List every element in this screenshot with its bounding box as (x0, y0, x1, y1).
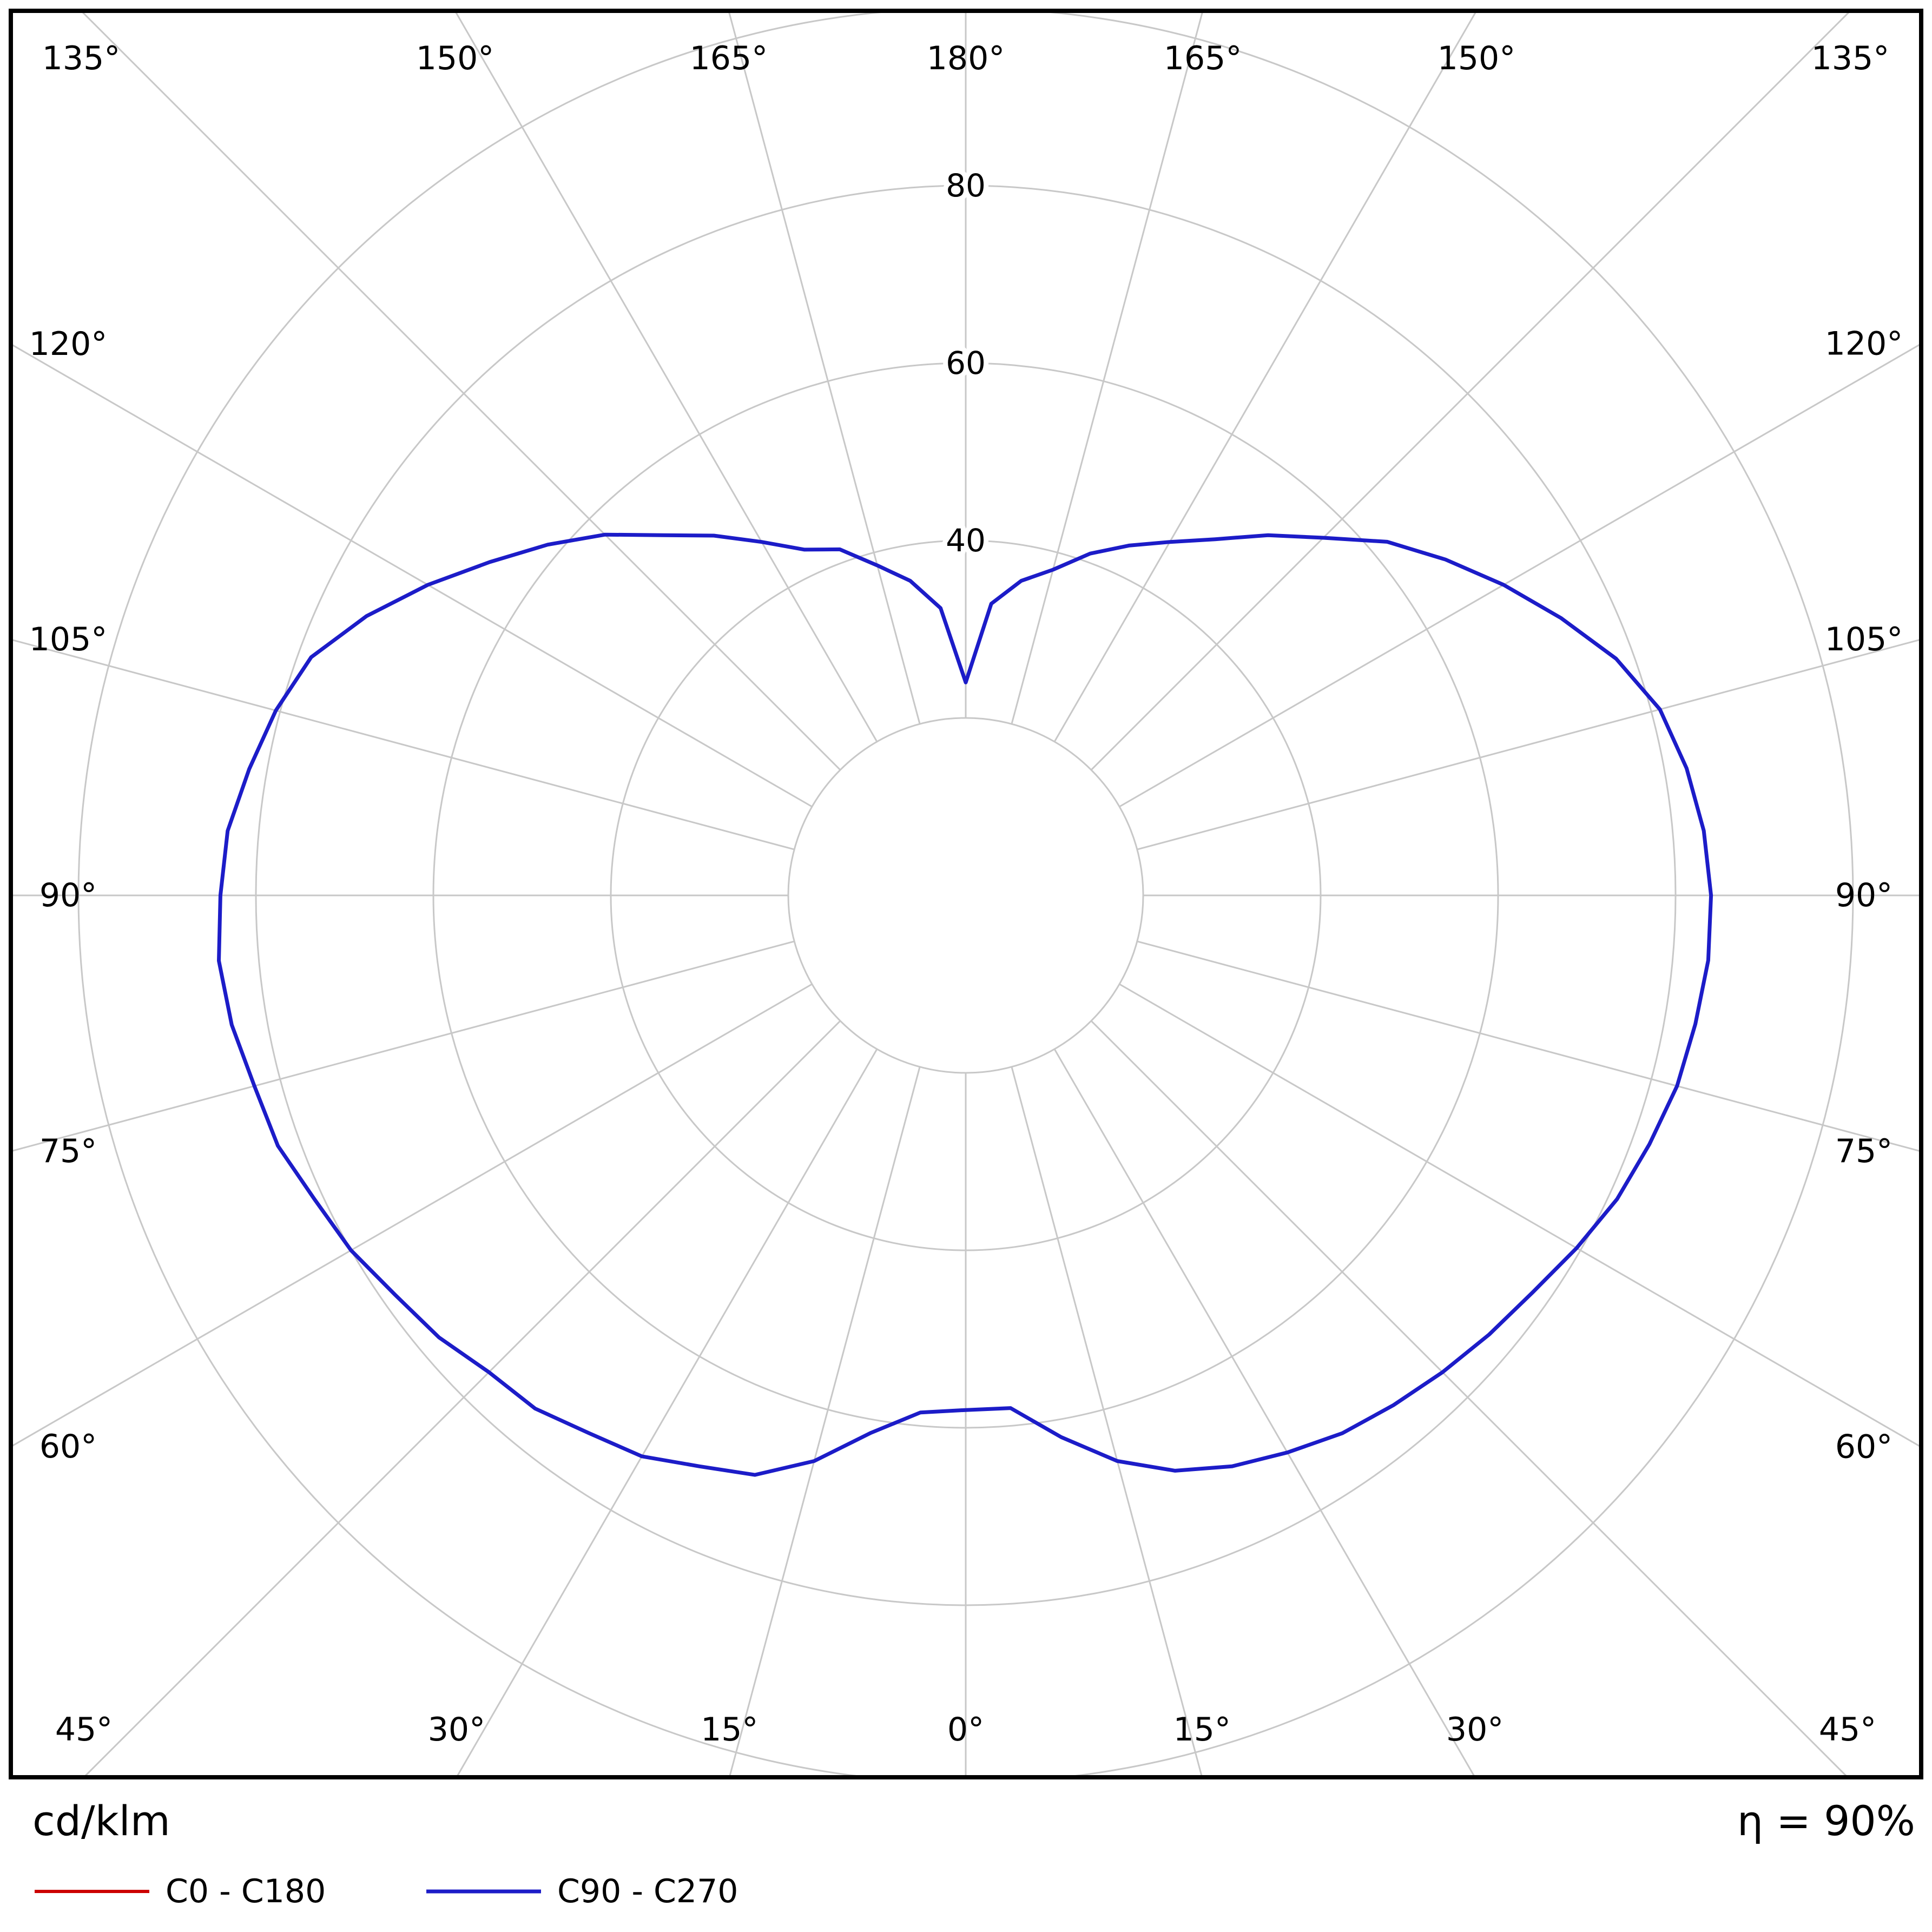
radial-tick-label-40: 40 (946, 522, 986, 559)
grid-spoke-240 (11, 343, 813, 808)
angle-label-165-right: 165° (1164, 39, 1242, 77)
angle-label-150-left: 150° (416, 39, 494, 77)
grid-spoke-120 (1119, 342, 1921, 808)
grid-spoke-345 (728, 1066, 921, 1777)
chart-frame (9, 9, 1923, 1779)
angle-label-30-left: 30° (428, 1711, 485, 1749)
angle-label-90-right: 90° (1835, 876, 1893, 914)
angle-label-135-right: 135° (1811, 39, 1890, 77)
angle-label-75-right: 75° (1835, 1132, 1893, 1170)
angle-label-15-left: 15° (701, 1711, 758, 1749)
efficiency-label: η = 90% (1737, 1797, 1915, 1845)
grid-spoke-300 (11, 983, 813, 1448)
angle-label-45-left: 45° (55, 1711, 113, 1749)
grid-spoke-105 (1137, 638, 1921, 850)
angle-label-60-left: 60° (39, 1428, 97, 1466)
grid-spoke-45 (1090, 1020, 1849, 1777)
grid-spoke-15 (1011, 1066, 1203, 1777)
angle-label-150-right: 150° (1438, 39, 1516, 77)
grid-spoke-30 (1053, 1049, 1476, 1777)
angle-label-180-right: 180° (927, 39, 1005, 77)
legend-label-c90-c270: C90 - C270 (557, 1872, 738, 1910)
unit-label: cd/klm (32, 1797, 170, 1845)
grid-spoke-75 (1137, 940, 1921, 1152)
angle-label-120-left: 120° (29, 325, 108, 363)
legend-label-c0-c180: C0 - C180 (166, 1872, 326, 1910)
angle-label-105-left: 105° (29, 621, 108, 658)
grid-spoke-285 (11, 940, 795, 1152)
angle-label-15-right: 15° (1173, 1711, 1231, 1749)
radial-tick-label-60: 60 (946, 345, 986, 381)
grid-spoke-135 (1090, 11, 1852, 771)
angle-label-165-left: 165° (690, 39, 768, 77)
grid-spoke-315 (82, 1020, 841, 1777)
series-curve-C90-C270 (217, 532, 1713, 1477)
angle-label-120-right: 120° (1825, 325, 1903, 362)
angle-label-60-right: 60° (1835, 1428, 1893, 1466)
grid-spoke-210 (454, 11, 878, 742)
grid-spoke-225 (80, 11, 841, 771)
series-curves (217, 532, 1713, 1477)
axis-labels: 0° 15° 15° 30° 30° 45° 45° 60° 60° 75° 75° 90° 90° 10… (29, 39, 1903, 1749)
grid-spoke-150 (1053, 11, 1478, 742)
angle-label-75-left: 75° (39, 1132, 97, 1170)
grid-spoke-165 (1011, 11, 1204, 724)
grid-ring-20 (787, 717, 1144, 1074)
angle-label-30-right: 30° (1446, 1711, 1504, 1749)
radial-tick-label-80: 80 (946, 167, 986, 204)
grid-spoke-330 (456, 1049, 878, 1777)
grid-spoke-60 (1119, 983, 1921, 1448)
angle-label-0-right: 0° (947, 1711, 984, 1749)
angle-label-105-right: 105° (1825, 621, 1903, 658)
angle-label-90-left: 90° (39, 876, 97, 914)
legend: C0 - C180 C90 - C270 (35, 1872, 738, 1910)
angle-label-45-right: 45° (1819, 1711, 1876, 1749)
grid-spoke-195 (728, 11, 921, 724)
angle-label-135-left: 135° (42, 39, 121, 77)
grid-spoke-255 (11, 638, 795, 850)
